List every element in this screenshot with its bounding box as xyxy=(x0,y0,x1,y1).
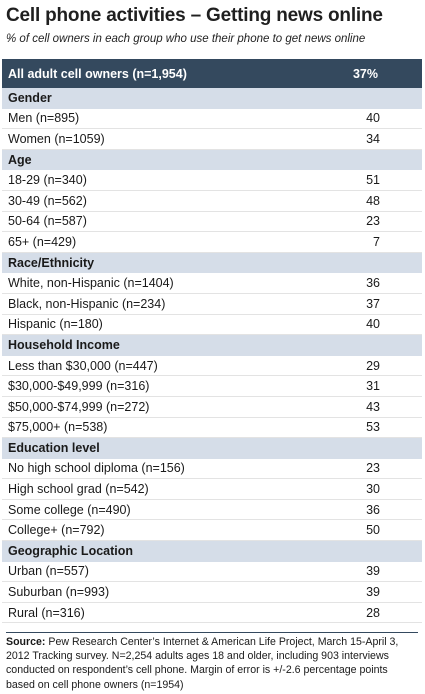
overall-row: All adult cell owners (n=1,954) 37% xyxy=(2,59,422,88)
table-row: Women (n=1059) 34 xyxy=(2,129,422,150)
data-table: All adult cell owners (n=1,954) 37% Gend… xyxy=(2,59,422,624)
table-row: No high school diploma (n=156) 23 xyxy=(2,459,422,480)
row-label: High school grad (n=542) xyxy=(8,482,149,497)
table-row: 30-49 (n=562) 48 xyxy=(2,191,422,212)
row-label: No high school diploma (n=156) xyxy=(8,461,185,476)
group-header-label: Gender xyxy=(8,91,52,106)
group-header: Gender xyxy=(2,88,422,109)
row-label: Suburban (n=993) xyxy=(8,585,110,600)
row-label: $75,000+ (n=538) xyxy=(8,420,108,435)
source-text: Pew Research Center’s Internet & America… xyxy=(6,636,399,691)
group-header-label: Geographic Location xyxy=(8,544,134,559)
row-label: Men (n=895) xyxy=(8,111,80,126)
row-label: $50,000-$74,999 (n=272) xyxy=(8,399,150,414)
row-value: 34 xyxy=(366,131,380,146)
table-body: Gender Men (n=895) 40 Women (n=1059) 34 Age 18… xyxy=(2,88,422,624)
row-value: 36 xyxy=(366,276,380,291)
table-row: 50-64 (n=587) 23 xyxy=(2,212,422,233)
table-row: Hispanic (n=180) 40 xyxy=(2,315,422,336)
row-value: 36 xyxy=(366,502,380,517)
row-value: 29 xyxy=(366,358,380,373)
row-value: 51 xyxy=(366,173,380,188)
row-value: 43 xyxy=(366,399,380,414)
row-value: 37 xyxy=(366,296,380,311)
table-row: College+ (n=792) 50 xyxy=(2,520,422,542)
overall-value: 37% xyxy=(352,66,378,81)
table-row: Rural (n=316) 28 xyxy=(2,603,422,624)
row-value: 53 xyxy=(366,420,380,435)
table-row: Some college (n=490) 36 xyxy=(2,500,422,521)
row-label: 50-64 (n=587) xyxy=(8,214,87,229)
row-value: 48 xyxy=(366,193,380,208)
row-label: Women (n=1059) xyxy=(8,131,105,146)
row-label: 65+ (n=429) xyxy=(8,234,77,249)
table-row: $75,000+ (n=538) 53 xyxy=(2,418,422,439)
row-label: Hispanic (n=180) xyxy=(8,317,103,332)
row-value: 23 xyxy=(366,214,380,229)
group-header-label: Age xyxy=(8,153,32,168)
table-row: 18-29 (n=340) 51 xyxy=(2,170,422,191)
row-label: 18-29 (n=340) xyxy=(8,173,87,188)
row-label: 30-49 (n=562) xyxy=(8,193,87,208)
row-label: Urban (n=557) xyxy=(8,564,89,579)
row-value: 40 xyxy=(366,317,380,332)
group-header: Education level xyxy=(2,438,422,459)
row-value: 30 xyxy=(366,482,380,497)
table-row: $50,000-$74,999 (n=272) 43 xyxy=(2,397,422,418)
group-header: Geographic Location xyxy=(2,541,422,562)
row-value: 23 xyxy=(366,461,380,476)
table-row: Suburban (n=993) 39 xyxy=(2,582,422,603)
row-value: 28 xyxy=(366,605,380,620)
row-label: Some college (n=490) xyxy=(8,502,131,517)
source-note: Source: Pew Research Center’s Internet &… xyxy=(6,632,418,692)
group-header-label: Education level xyxy=(8,441,100,456)
row-label: White, non-Hispanic (n=1404) xyxy=(8,276,174,291)
row-value: 31 xyxy=(366,379,380,394)
chart-title: Cell phone activities – Getting news onl… xyxy=(6,5,383,26)
table-row: White, non-Hispanic (n=1404) 36 xyxy=(2,273,422,294)
table-row: Men (n=895) 40 xyxy=(2,109,422,130)
row-value: 39 xyxy=(366,585,380,600)
group-header-label: Household Income xyxy=(8,338,120,353)
table-row: Urban (n=557) 39 xyxy=(2,562,422,583)
group-header-label: Race/Ethnicity xyxy=(8,256,95,271)
table-row: 65+ (n=429) 7 xyxy=(2,232,422,253)
row-value: 39 xyxy=(366,564,380,579)
chart-subtitle: % of cell owners in each group who use t… xyxy=(6,33,366,45)
group-header: Age xyxy=(2,149,422,171)
table-row: $30,000-$49,999 (n=316) 31 xyxy=(2,376,422,397)
row-value: 40 xyxy=(366,111,380,126)
table-row: Less than $30,000 (n=447) 29 xyxy=(2,356,422,377)
row-label: Black, non-Hispanic (n=234) xyxy=(8,296,166,311)
group-header: Household Income xyxy=(2,335,422,356)
table-row: Black, non-Hispanic (n=234) 37 xyxy=(2,294,422,315)
row-label: Rural (n=316) xyxy=(8,605,85,620)
row-label: $30,000-$49,999 (n=316) xyxy=(8,379,150,394)
row-label: College+ (n=792) xyxy=(8,523,105,538)
table-row: High school grad (n=542) 30 xyxy=(2,479,422,500)
row-value: 50 xyxy=(366,523,380,538)
row-value: 7 xyxy=(373,234,380,249)
overall-label: All adult cell owners (n=1,954) xyxy=(8,66,187,81)
source-label: Source: xyxy=(6,636,46,648)
row-label: Less than $30,000 (n=447) xyxy=(8,358,158,373)
group-header: Race/Ethnicity xyxy=(2,252,422,274)
